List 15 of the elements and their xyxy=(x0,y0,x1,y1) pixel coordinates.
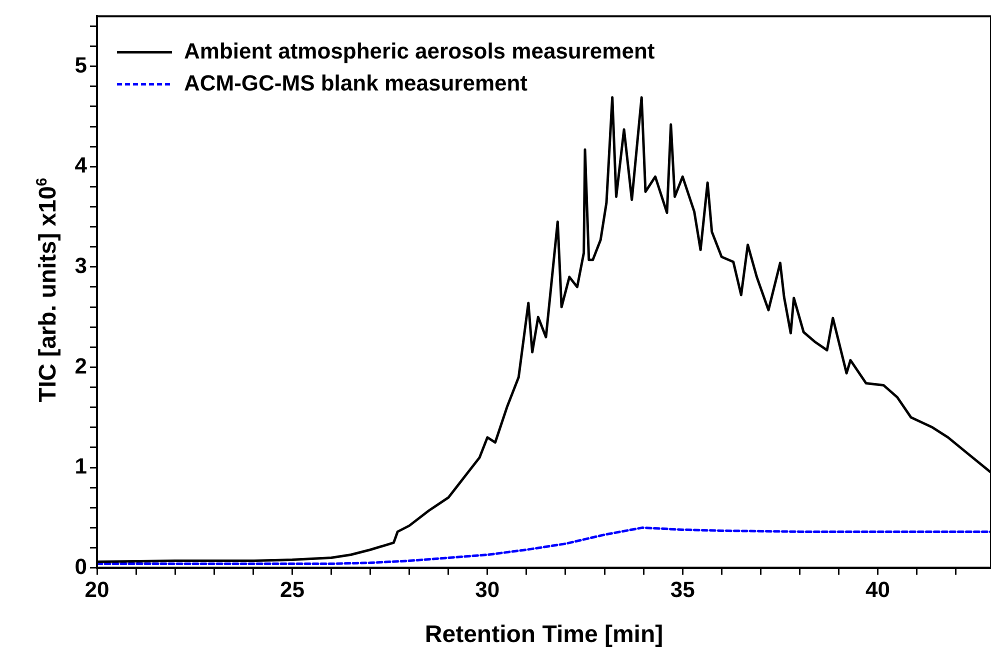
legend-label: Ambient atmospheric aerosols measurement xyxy=(184,38,656,64)
y-tick-label: 1 xyxy=(74,454,87,479)
x-tick-label: 25 xyxy=(280,577,304,602)
y-tick-label: 2 xyxy=(74,353,87,378)
y-tick-label: 0 xyxy=(74,554,87,579)
x-tick-label: 30 xyxy=(475,577,500,602)
y-tick-label: 3 xyxy=(74,252,87,278)
x-axis-title: Retention Time [min] xyxy=(424,621,664,648)
y-tick-label: 4 xyxy=(74,152,88,178)
x-tick-label: 35 xyxy=(670,577,695,602)
y-tick-label: 5 xyxy=(74,52,87,78)
line-series xyxy=(97,526,991,566)
x-tick-label: 40 xyxy=(866,577,890,602)
legend-label: ACM-GC-MS blank measurement xyxy=(184,70,528,96)
x-tick-label: 20 xyxy=(84,577,110,602)
